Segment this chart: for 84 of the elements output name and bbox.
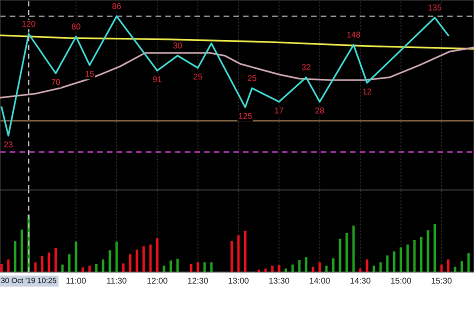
annotation: 17 [275, 108, 284, 114]
x-tick-label: 12:30 [188, 278, 208, 284]
x-tick-label: 15:30 [432, 278, 452, 284]
x-tick-label: 11:00 [66, 278, 86, 284]
annotation: 25 [248, 75, 256, 82]
annotation: 12 [363, 88, 372, 94]
bar [176, 258, 179, 272]
bar [312, 266, 314, 272]
bar [108, 250, 112, 272]
bar [359, 268, 362, 272]
bar [34, 262, 37, 272]
bar [386, 255, 389, 272]
bar [325, 266, 328, 272]
x-tick-label: 15:00 [391, 278, 412, 284]
bar [88, 266, 91, 272]
bar [190, 264, 192, 272]
annotation: 120 [22, 20, 36, 27]
annotation: 32 [302, 64, 310, 70]
bar [318, 262, 321, 272]
x-tick-label: 14:30 [350, 278, 370, 284]
bar [128, 254, 132, 272]
bar [346, 233, 348, 272]
bar [82, 267, 84, 272]
bar [237, 235, 240, 272]
bar [115, 242, 118, 272]
annotation: 135 [428, 4, 442, 10]
annotation: 30 [173, 42, 182, 48]
bar [40, 256, 44, 272]
bar [210, 262, 213, 272]
bar [406, 244, 409, 272]
bar [392, 251, 396, 272]
x-tick-label: 12:00 [147, 278, 168, 284]
x-tick-label: 13:30 [269, 278, 290, 284]
annotation: 86 [112, 3, 121, 10]
bar [304, 257, 308, 272]
bar [413, 240, 416, 272]
annotation: 70 [52, 79, 60, 85]
bar [61, 264, 64, 272]
bar [278, 265, 280, 272]
bar [366, 259, 368, 272]
bar [332, 258, 334, 272]
bar [298, 260, 301, 272]
bar [372, 266, 376, 272]
annotation: 23 [4, 141, 13, 148]
bar [156, 238, 158, 272]
x-tick-label: 11:30 [107, 278, 126, 284]
bar [420, 237, 422, 272]
bar [54, 248, 57, 272]
bar [379, 262, 382, 272]
bar [68, 254, 70, 272]
annotation: 80 [72, 24, 80, 30]
bar [170, 260, 172, 272]
bar [102, 259, 104, 272]
annotation: 25 [194, 74, 202, 80]
annotation: 125 [238, 112, 252, 119]
bar [20, 230, 24, 272]
bar [0, 264, 3, 272]
annotation: 91 [153, 76, 162, 82]
x-tick-label: 14:00 [310, 278, 330, 284]
bar [434, 224, 436, 272]
bar [284, 268, 288, 272]
annotation: 28 [315, 108, 324, 114]
bar [14, 241, 16, 272]
annotation: 148 [347, 32, 360, 38]
annotation: 15 [86, 71, 94, 77]
bar [7, 259, 10, 272]
bar [467, 253, 470, 272]
bar [136, 250, 138, 272]
bar [291, 264, 294, 272]
bar [142, 246, 145, 272]
bar [122, 263, 125, 272]
bar [454, 266, 456, 272]
bar [400, 247, 402, 272]
bar [271, 266, 274, 272]
bar [203, 262, 206, 272]
bar [196, 262, 200, 272]
bar [460, 261, 464, 272]
bar [230, 241, 233, 272]
bar [352, 226, 355, 272]
bar [244, 230, 246, 272]
bar [95, 264, 98, 272]
bar [447, 259, 450, 272]
bar [426, 230, 430, 272]
x-tick-label: 13:00 [228, 278, 249, 284]
